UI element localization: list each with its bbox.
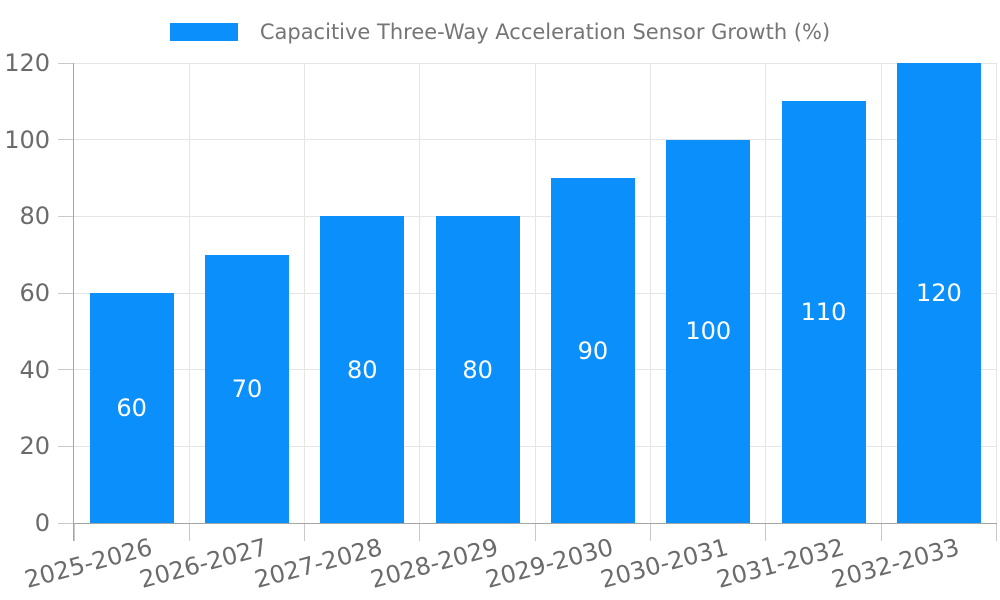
x-tick (880, 523, 882, 541)
bar-value-label: 70 (231, 374, 263, 403)
y-tick (58, 215, 74, 217)
y-tick (58, 369, 74, 371)
y-tick-label: 100 (4, 125, 50, 154)
y-tick-label: 20 (19, 432, 50, 461)
y-axis-spine (73, 63, 74, 541)
bar-value-label: 60 (116, 394, 147, 422)
bar-value-label: 120 (915, 279, 962, 307)
x-tick (73, 523, 75, 541)
bar-value-label: 110 (800, 298, 847, 327)
x-gridline (996, 63, 997, 523)
y-tick-label: 120 (4, 49, 50, 77)
x-tick (534, 523, 536, 541)
y-tick (58, 292, 74, 294)
bar[interactable] (781, 101, 866, 523)
bar[interactable] (666, 139, 751, 523)
x-gridline (188, 63, 190, 523)
x-tick (188, 523, 190, 541)
x-tick (650, 523, 652, 541)
x-gridline (534, 63, 536, 523)
bar-value-label: 90 (577, 336, 609, 365)
y-tick (58, 139, 74, 141)
bar[interactable] (435, 216, 520, 523)
x-axis-spine (73, 523, 997, 524)
bar[interactable] (204, 254, 289, 523)
x-gridline (765, 63, 767, 523)
legend-label: Capacitive Three-Way Acceleration Sensor… (259, 20, 831, 44)
bar[interactable] (89, 293, 174, 523)
x-gridline (650, 63, 652, 523)
bar-value-label: 80 (347, 355, 378, 384)
x-tick (996, 523, 997, 541)
x-tick (765, 523, 767, 541)
y-tick-label: 0 (34, 509, 50, 537)
x-gridline (880, 63, 882, 523)
y-tick-label: 80 (19, 202, 50, 231)
y-tick (58, 445, 74, 447)
y-tick (58, 522, 74, 524)
y-tick (58, 62, 74, 64)
bar-value-label: 80 (462, 355, 493, 384)
bar[interactable] (320, 216, 405, 523)
bar[interactable] (896, 63, 981, 523)
legend-swatch (169, 23, 238, 41)
x-gridline (419, 63, 421, 523)
x-tick (304, 523, 306, 541)
x-tick (419, 523, 421, 541)
x-gridline (304, 63, 306, 523)
bar-value-label: 100 (685, 317, 732, 346)
legend-item[interactable]: Capacitive Three-Way Acceleration Sensor… (0, 20, 1000, 44)
bar[interactable] (550, 178, 635, 523)
y-tick-label: 60 (19, 279, 50, 307)
y-tick-label: 40 (19, 355, 50, 384)
